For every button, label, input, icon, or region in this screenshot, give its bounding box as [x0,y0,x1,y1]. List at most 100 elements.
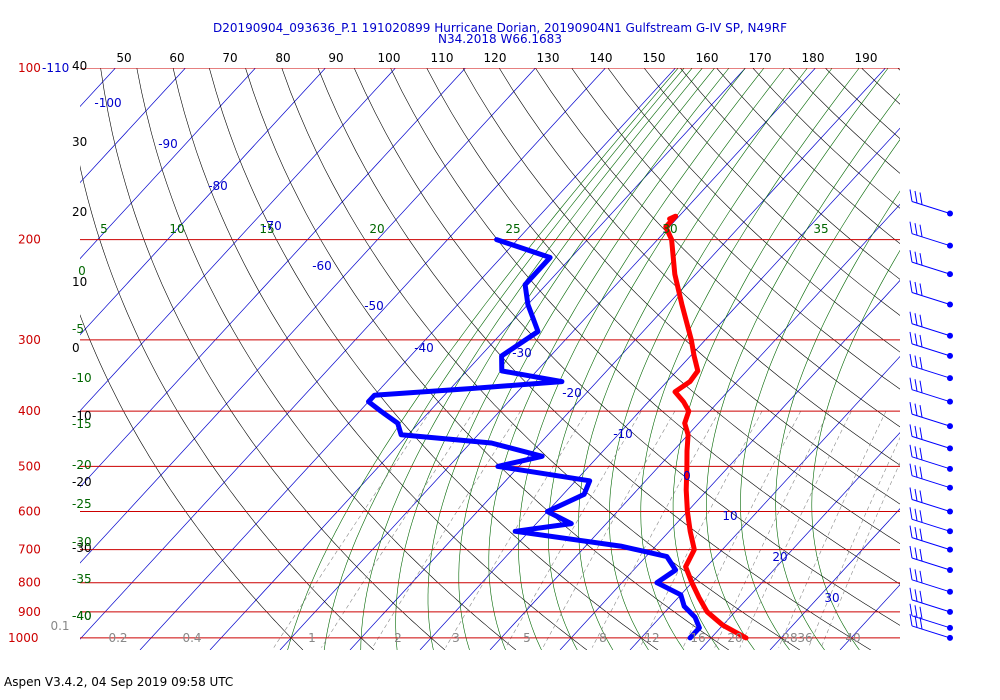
dry-adiabat-line [607,68,900,353]
dry-adiabat-line [80,314,304,650]
wind-barb-dot [947,634,953,641]
wind-barb-staff [911,537,951,551]
top-tick-label: 180 [802,51,825,65]
isotherm-label: -100 [94,96,121,110]
top-tick-label: 140 [590,51,613,65]
moist-adiabat-label: 10 [169,222,184,236]
moist-adiabat-line [608,68,833,650]
top-tick-label: 190 [855,51,878,65]
wind-barb-flag [914,355,918,368]
wind-barb-flag [919,510,923,523]
wind-barb-dot [947,332,953,339]
top-tick-label: 50 [116,51,131,65]
moist-adiabat-line [488,68,746,650]
wind-barb-flag [919,192,923,205]
moist-adiabat-line [672,68,889,650]
top-tick-label: 70 [222,51,237,65]
wind-barb-dot [947,465,953,472]
top-tick-label: 120 [484,51,507,65]
wind-barb-flag [919,606,923,619]
wind-barb-flag [909,444,913,457]
wind-barb-flag [909,567,913,580]
wind-barb-flag [909,250,913,263]
wind-barb-flag [919,427,923,440]
wind-barb-flag [919,224,923,237]
wind-barb-dot [947,528,953,535]
mixing-ratio-line [542,410,676,648]
dry-adiabat-label: -20 [72,458,92,472]
dry-adiabat-line [498,68,900,466]
dry-adiabat-line [462,68,900,505]
mixing-ratio-label: 3 [452,631,460,645]
wind-barb-flag [919,283,923,296]
wind-barb-dot [947,242,953,249]
isotherm-line [699,432,900,650]
pressure-label-alt: -110 [42,61,69,75]
mixing-ratio-label: 5 [523,631,531,645]
dry-adiabat-line [245,68,729,650]
mixing-ratio-label: 16 [690,631,705,645]
dry-adiabat-line [752,68,900,209]
moist-adiabat-label: 15 [259,222,274,236]
wind-barb-flag [919,334,923,347]
isotherm-line [80,68,186,184]
isotherm-label: 10 [722,509,737,523]
isotherm-line [80,68,466,488]
wind-barb-dot [947,423,953,430]
wind-barb-staff [911,518,951,532]
mixing-ratio-line [739,410,852,648]
altitude-tick-label: 20 [72,205,87,219]
wind-barb-staff [911,323,951,337]
moist-adiabat-line [640,68,860,650]
wind-barb-flag [909,402,913,415]
wind-barb-flag [919,616,923,630]
dry-adiabat-label: -40 [72,609,92,623]
moist-adiabat-line [578,68,808,650]
moist-adiabat-line [287,68,679,650]
wind-barb-flag [914,379,918,392]
isotherm-line [80,68,536,564]
wind-barb-flag [909,331,913,344]
wind-barb-flag [909,377,913,390]
dry-adiabat-line [172,68,588,650]
wind-barb-staff [911,389,951,403]
wind-barb-flag [914,403,918,416]
moist-adiabat-line [518,68,765,650]
wind-barb-staff [911,413,951,427]
wind-barb-dot [947,271,953,278]
wind-barb-staff [911,201,951,214]
wind-barb-dot [947,566,953,573]
altitude-tick-label: -30 [72,541,92,555]
wind-barb-flag [919,447,923,460]
mixing-ratio-line [445,410,588,648]
temperature-profile [663,213,749,641]
isotherm-line [629,356,900,650]
dry-adiabat-label: -25 [72,497,92,511]
isotherm-line [980,68,1000,650]
wind-barb-flag [914,446,918,459]
moist-adiabat-line [458,68,730,650]
wind-barb-staff [911,456,951,470]
isotherm-label: -10 [613,427,633,441]
mixing-ratio-line [505,410,642,648]
pressure-label: 100 [18,61,41,75]
wind-barb-dot [947,608,953,615]
altitude-tick-label: -40 [72,609,92,623]
mixing-ratio-line [778,410,887,648]
altitude-tick-label: 10 [72,275,87,289]
mixing-ratio-label: 8 [599,631,607,645]
pressure-label: 700 [18,543,41,557]
mixing-ratio-label: 28 [782,631,797,645]
isotherm-label: 30 [824,591,839,605]
mixing-ratio-label: 12 [644,631,659,645]
altitude-tick-label: 0 [72,341,80,355]
altitude-tick-label: -20 [72,475,92,489]
dry-adiabat-line [788,68,900,174]
mixing-ratio-line [372,410,521,648]
wind-barb-flag [919,590,923,603]
dry-adiabat-line [643,68,900,316]
wind-barb-dot [947,398,953,405]
isotherm-label: -90 [158,137,178,151]
moist-adiabat-label: 35 [813,222,828,236]
mixing-ratio-label: 36 [797,631,812,645]
